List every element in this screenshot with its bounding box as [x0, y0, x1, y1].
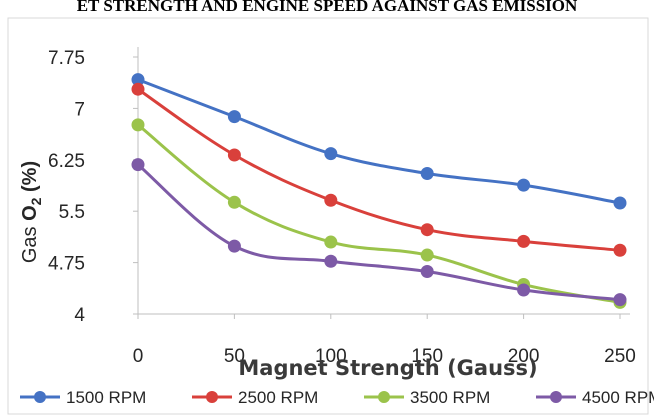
legend-label: 3500 RPM — [410, 388, 490, 407]
data-point — [324, 147, 338, 161]
x-tick-label: 50 — [224, 346, 245, 367]
y-axis-title: Gas O2 (%) — [19, 161, 44, 263]
x-tick-labels: 0 50 100 150 200 250 — [133, 346, 636, 367]
legend: 1500 RPM 2500 RPM 3500 RPM 4500 RPM — [20, 388, 654, 407]
data-point — [227, 110, 241, 124]
y-axis-title-suffix: (%) — [19, 161, 41, 198]
data-point — [613, 293, 627, 307]
data-point — [613, 196, 627, 210]
data-point — [131, 118, 145, 132]
data-point — [324, 235, 338, 249]
data-point — [131, 82, 145, 96]
y-tick-label: 6.25 — [48, 151, 85, 172]
y-tick-label: 7.75 — [48, 48, 85, 69]
y-axis-title-main: O — [19, 205, 41, 221]
data-point — [131, 73, 145, 87]
data-point — [227, 148, 241, 162]
y-tick-labels: 4 4.75 5.5 6.25 7 7.75 — [48, 48, 85, 326]
x-axis-title: Magnet Strength (Gauss) — [238, 356, 537, 380]
x-tick-label: 100 — [315, 346, 347, 367]
x-tick-label: 0 — [133, 346, 144, 367]
y-tick-label: 4.75 — [48, 254, 85, 275]
data-point — [227, 195, 241, 209]
chart-title: ET STRENGTH AND ENGINE SPEED AGAINST GAS… — [77, 0, 578, 15]
data-point — [131, 158, 145, 172]
legend-label: 4500 RPM — [582, 388, 654, 407]
legend-marker — [550, 391, 562, 403]
y-tick-label: 4 — [74, 305, 85, 326]
x-tick-label: 200 — [508, 346, 540, 367]
y-tick-label: 5.5 — [59, 202, 85, 223]
legend-label: 1500 RPM — [66, 388, 146, 407]
data-point — [227, 239, 241, 253]
data-point — [324, 254, 338, 268]
chart-frame — [7, 17, 649, 415]
x-tick-label: 250 — [604, 346, 636, 367]
data-point — [420, 248, 434, 262]
y-tick-label: 7 — [74, 99, 85, 120]
data-point — [517, 234, 531, 248]
data-point — [517, 283, 531, 297]
svg-text:Gas O2 (%): Gas O2 (%) — [19, 161, 44, 263]
legend-label: 2500 RPM — [238, 388, 318, 407]
data-points — [131, 73, 627, 309]
legend-marker — [34, 391, 46, 403]
data-point — [324, 193, 338, 207]
data-point — [420, 265, 434, 279]
data-point — [517, 178, 531, 192]
y-axis-title-sub: 2 — [28, 197, 44, 205]
x-tick-label: 150 — [411, 346, 443, 367]
data-point — [613, 243, 627, 257]
y-axis-title-prefix: Gas — [19, 221, 41, 263]
data-point — [420, 223, 434, 237]
legend-marker — [206, 391, 218, 403]
legend-marker — [378, 391, 390, 403]
data-point — [420, 167, 434, 181]
series-line-1 — [137, 78, 621, 205]
